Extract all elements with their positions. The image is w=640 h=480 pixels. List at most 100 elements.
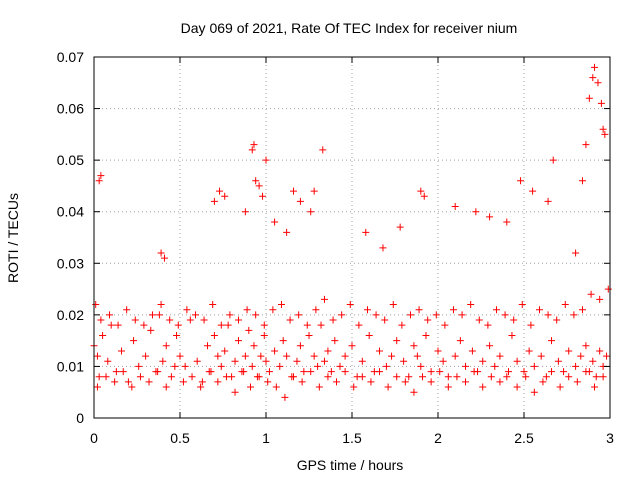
data-point: [114, 321, 122, 329]
data-point: [565, 373, 573, 381]
x-tick-label: 3: [606, 430, 614, 446]
y-tick-label: 0.03: [57, 255, 84, 271]
data-point: [530, 388, 538, 396]
data-point: [413, 352, 421, 360]
data-point: [161, 254, 169, 262]
data-point: [310, 352, 318, 360]
data-point: [277, 301, 285, 309]
data-point: [221, 192, 229, 200]
data-point: [453, 373, 461, 381]
data-point: [350, 383, 358, 391]
data-point: [324, 373, 332, 381]
data-point: [388, 352, 396, 360]
data-point: [104, 357, 112, 365]
data-point: [296, 197, 304, 205]
data-point: [582, 342, 590, 350]
y-tick-label: 0.01: [57, 358, 84, 374]
data-point: [484, 321, 492, 329]
data-point: [271, 347, 279, 355]
data-point: [119, 368, 127, 376]
data-point: [95, 373, 103, 381]
y-tick-label: 0.07: [57, 49, 84, 65]
data-point: [255, 373, 263, 381]
data-point: [535, 306, 543, 314]
data-point: [320, 357, 328, 365]
data-point: [505, 368, 513, 376]
data-point: [200, 316, 208, 324]
data-point: [479, 357, 487, 365]
data-point: [272, 383, 280, 391]
data-point: [348, 342, 356, 350]
data-point: [105, 311, 113, 319]
y-tick-label: 0.06: [57, 101, 84, 117]
data-point: [298, 378, 306, 386]
data-point: [265, 368, 273, 376]
data-point: [451, 352, 459, 360]
data-point: [221, 347, 229, 355]
data-point: [193, 357, 201, 365]
data-point: [561, 301, 569, 309]
data-point: [475, 316, 483, 324]
data-point: [362, 228, 370, 236]
data-point: [601, 130, 609, 138]
data-point: [95, 177, 103, 185]
data-point: [400, 357, 408, 365]
data-point: [214, 352, 222, 360]
data-point: [147, 326, 155, 334]
data-point: [286, 316, 294, 324]
y-axis-label: ROTI / TECUs: [5, 193, 21, 283]
data-point: [300, 368, 308, 376]
data-point: [401, 378, 409, 386]
data-point: [250, 141, 258, 149]
x-tick-label: 2.5: [514, 430, 534, 446]
data-point: [604, 285, 612, 293]
data-point: [336, 362, 344, 370]
data-point: [573, 378, 581, 386]
data-point: [341, 368, 349, 376]
data-point: [384, 383, 392, 391]
data-point: [537, 352, 545, 360]
data-point: [554, 357, 562, 365]
data-point: [389, 301, 397, 309]
data-point: [293, 357, 301, 365]
data-point: [572, 362, 580, 370]
data-point: [451, 203, 459, 211]
data-point: [290, 187, 298, 195]
data-point: [250, 342, 258, 350]
data-point: [486, 213, 494, 221]
data-point: [363, 306, 371, 314]
x-axis-ticks: 0 0.5 1 1.5 2 2.5 3: [90, 57, 614, 446]
data-point: [276, 362, 284, 370]
data-point: [257, 352, 265, 360]
data-point: [262, 156, 270, 164]
data-point: [241, 352, 249, 360]
data-point: [159, 357, 167, 365]
data-point: [338, 311, 346, 319]
data-point: [135, 362, 143, 370]
data-point: [136, 373, 144, 381]
data-point: [181, 362, 189, 370]
data-point: [496, 352, 504, 360]
data-point: [283, 228, 291, 236]
data-point: [162, 342, 170, 350]
data-point: [592, 373, 600, 381]
data-point: [97, 172, 105, 180]
data-point: [410, 342, 418, 350]
data-point: [107, 321, 115, 329]
data-point: [162, 383, 170, 391]
data-point: [111, 378, 119, 386]
data-point: [603, 352, 611, 360]
data-point: [186, 316, 194, 324]
data-point: [331, 337, 339, 345]
data-point: [167, 373, 175, 381]
data-point: [123, 306, 131, 314]
data-point: [436, 368, 444, 376]
data-point: [405, 373, 413, 381]
data-point: [439, 357, 447, 365]
data-point: [222, 373, 230, 381]
data-point: [131, 316, 139, 324]
data-point: [205, 368, 213, 376]
data-point: [248, 362, 256, 370]
data-point: [217, 321, 225, 329]
